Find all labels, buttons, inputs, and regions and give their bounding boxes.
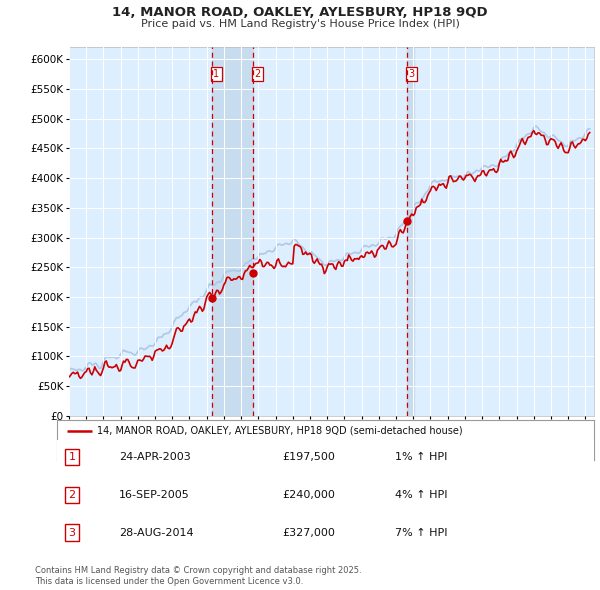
Text: 2: 2 [68, 490, 76, 500]
Text: This data is licensed under the Open Government Licence v3.0.: This data is licensed under the Open Gov… [35, 577, 303, 586]
Text: Contains HM Land Registry data © Crown copyright and database right 2025.: Contains HM Land Registry data © Crown c… [35, 566, 361, 575]
Text: 7% ↑ HPI: 7% ↑ HPI [395, 527, 448, 537]
Bar [407, 47, 414, 416]
Text: Price paid vs. HM Land Registry's House Price Index (HPI): Price paid vs. HM Land Registry's House … [140, 19, 460, 29]
Text: 14, MANOR ROAD, OAKLEY, AYLESBURY, HP18 9QD: 14, MANOR ROAD, OAKLEY, AYLESBURY, HP18 … [112, 6, 488, 19]
Text: 14, MANOR ROAD, OAKLEY, AYLESBURY, HP18 9QD (semi-detached house): 14, MANOR ROAD, OAKLEY, AYLESBURY, HP18 … [97, 425, 463, 435]
Text: 16-SEP-2005: 16-SEP-2005 [119, 490, 190, 500]
Text: 1% ↑ HPI: 1% ↑ HPI [395, 452, 448, 462]
Text: HPI: Average price, semi-detached house, Buckinghamshire: HPI: Average price, semi-detached house,… [97, 445, 390, 455]
Text: £327,000: £327,000 [283, 527, 335, 537]
Text: 4% ↑ HPI: 4% ↑ HPI [395, 490, 448, 500]
Text: 3: 3 [409, 69, 415, 79]
Bar [212, 47, 253, 416]
Text: £197,500: £197,500 [283, 452, 335, 462]
Text: 2: 2 [255, 69, 261, 79]
Text: 28-AUG-2014: 28-AUG-2014 [119, 527, 193, 537]
Text: 1: 1 [68, 452, 76, 462]
Text: £240,000: £240,000 [283, 490, 335, 500]
Text: 3: 3 [68, 527, 76, 537]
Text: 1: 1 [214, 69, 220, 79]
Text: 24-APR-2003: 24-APR-2003 [119, 452, 191, 462]
